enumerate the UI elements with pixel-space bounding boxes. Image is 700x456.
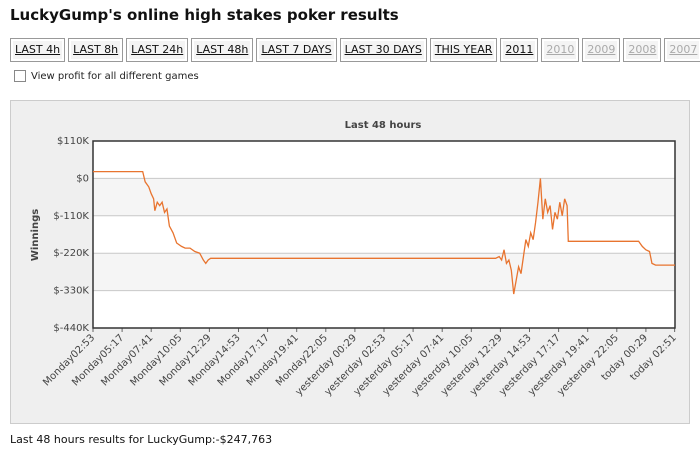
x-tick-label: Monday17:17 (216, 332, 272, 388)
range-button[interactable]: LAST 7 DAYS (256, 38, 337, 62)
range-button[interactable]: THIS YEAR (429, 38, 498, 62)
plot-area (93, 141, 675, 328)
grid-band (93, 178, 675, 216)
checkbox[interactable] (14, 70, 26, 82)
range-button[interactable]: LAST 48h (191, 38, 254, 62)
range-button: 2007 (664, 38, 700, 62)
checkbox-label: View profit for all different games (31, 70, 199, 82)
checkbox-row[interactable]: View profit for all different games (14, 70, 199, 82)
range-button[interactable]: LAST 24h (126, 38, 189, 62)
x-tick-label: Monday14:53 (187, 332, 243, 388)
y-tick-label: $110K (57, 136, 89, 147)
x-tick-label: Monday05:17 (70, 332, 126, 388)
chart-title: Last 48 hours (345, 120, 422, 131)
y-tick-label: $-110K (53, 211, 89, 222)
y-tick-label: $0 (76, 173, 89, 184)
grid-band (93, 253, 675, 291)
footer-text: Last 48 hours results for LuckyGump:-$24… (10, 433, 273, 446)
plot-border (92, 140, 676, 329)
range-buttons: LAST 4h LAST 8h LAST 24h LAST 48h LAST 7 DAY… (10, 38, 700, 62)
x-tick-label: Monday02:53 (41, 332, 97, 388)
x-tick-label: Monday22:05 (274, 332, 330, 388)
range-button[interactable]: 2011 (500, 38, 539, 62)
chart: Last 48 hours Winnings $110K $0 $-110K $-22… (30, 120, 679, 398)
y-axis-label: Winnings (30, 209, 41, 261)
y-tick-label: $-220K (53, 248, 89, 259)
x-tick-label: Monday12:29 (158, 332, 214, 388)
range-button[interactable]: LAST 4h (10, 38, 66, 62)
x-tick-label: Monday07:41 (99, 332, 155, 388)
y-tick-label: $-330K (53, 286, 89, 297)
range-button: 2009 (582, 38, 621, 62)
x-tick-label: Monday10:05 (128, 332, 184, 388)
x-tick-label: Monday19:41 (245, 332, 301, 388)
page-title: LuckyGump's online high stakes poker res… (10, 6, 399, 24)
range-button: 2008 (623, 38, 662, 62)
y-tick-label: $-440K (53, 323, 89, 334)
series-line (93, 170, 675, 295)
range-button[interactable]: LAST 8h (68, 38, 124, 62)
range-button[interactable]: LAST 30 DAYS (339, 38, 427, 62)
range-button: 2010 (541, 38, 580, 62)
